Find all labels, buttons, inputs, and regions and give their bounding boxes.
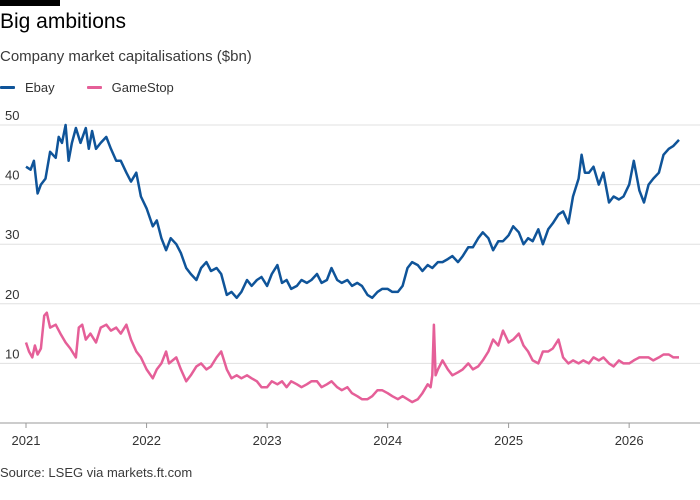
x-tick-label: 2025 [494, 433, 523, 448]
brand-bar [0, 0, 60, 6]
chart-title: Big ambitions [0, 10, 127, 33]
legend-label-gamestop: GameStop [111, 80, 174, 95]
line-chart: 10 20 30 40 50 2021 2022 2023 2024 2025 2026 [0, 108, 700, 448]
legend: Ebay GameStop [0, 80, 206, 95]
x-axis-tick-labels: 2021 2022 2023 2024 2025 2026 [12, 423, 644, 448]
x-tick-label: 2023 [253, 433, 282, 448]
y-tick-label: 50 [5, 108, 19, 123]
x-tick-label: 2022 [132, 433, 161, 448]
y-tick-label: 10 [5, 346, 19, 361]
chart-subtitle: Company market capitalisations ($bn) [0, 48, 252, 65]
legend-swatch-gamestop [86, 86, 102, 89]
y-tick-label: 40 [5, 168, 19, 183]
legend-item-gamestop: GameStop [86, 80, 174, 95]
source-note: Source: LSEG via markets.ft.com [0, 465, 193, 480]
legend-item-ebay: Ebay [0, 80, 55, 95]
legend-swatch-ebay [0, 86, 15, 89]
series-line-gamestop [24, 311, 679, 404]
x-tick-label: 2021 [12, 433, 41, 448]
gridlines [0, 124, 700, 424]
x-tick-label: 2026 [615, 433, 644, 448]
y-tick-label: 20 [5, 287, 19, 302]
y-axis-tick-labels: 10 20 30 40 50 [5, 108, 19, 361]
legend-label-ebay: Ebay [25, 80, 55, 95]
y-tick-label: 30 [5, 227, 19, 242]
series-lines [24, 123, 680, 404]
x-tick-label: 2024 [373, 433, 402, 448]
series-line-ebay [25, 123, 680, 300]
